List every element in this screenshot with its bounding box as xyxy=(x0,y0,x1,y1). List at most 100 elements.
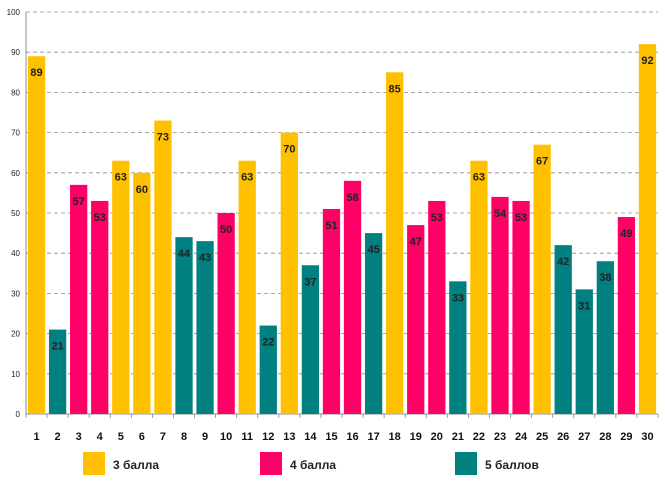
x-tick-label: 11 xyxy=(241,431,253,443)
x-tick-label: 27 xyxy=(578,431,590,443)
data-label: 33 xyxy=(452,292,464,304)
data-label: 57 xyxy=(73,196,85,208)
bar xyxy=(533,144,551,414)
y-tick-label: 70 xyxy=(11,129,20,138)
bar xyxy=(343,180,362,414)
y-tick-label: 60 xyxy=(11,169,20,178)
data-label: 85 xyxy=(389,83,401,95)
bar xyxy=(386,72,404,415)
bar xyxy=(259,325,277,414)
x-tick-label: 6 xyxy=(139,431,145,443)
bar xyxy=(554,245,572,414)
data-label: 21 xyxy=(51,341,63,353)
legend-swatch xyxy=(260,452,282,475)
y-tick-label: 50 xyxy=(11,209,20,218)
data-label: 47 xyxy=(410,236,422,248)
bar xyxy=(154,120,172,414)
data-label: 63 xyxy=(241,172,253,184)
bar xyxy=(175,237,193,414)
x-axis: 1 2 3 4 5 6 7 8 9 10 11 12 13 14 15 16 17 18 19 20 21 22 23 24 2… xyxy=(25,414,659,443)
bar xyxy=(301,265,320,414)
bar xyxy=(280,132,298,414)
data-label: 89 xyxy=(30,67,42,79)
data-label: 63 xyxy=(473,172,485,184)
bar xyxy=(575,289,593,414)
x-tick-label: 29 xyxy=(620,431,632,443)
data-label: 38 xyxy=(599,272,611,284)
x-tick-label: 24 xyxy=(515,431,528,443)
bar xyxy=(364,233,383,414)
data-label: 50 xyxy=(220,224,232,236)
y-tick-label: 30 xyxy=(11,289,20,298)
y-tick-label: 90 xyxy=(11,48,20,57)
x-tick-label: 26 xyxy=(557,431,569,443)
x-tick-label: 5 xyxy=(118,431,124,443)
x-tick-label: 12 xyxy=(262,431,274,443)
legend: 3 балла 4 балла 5 баллов xyxy=(83,452,539,475)
bar xyxy=(91,200,109,414)
x-tick-label: 13 xyxy=(283,431,295,443)
bar xyxy=(238,160,256,414)
x-tick-label: 14 xyxy=(304,431,317,443)
bar xyxy=(133,172,151,414)
x-tick-label: 4 xyxy=(97,431,104,443)
x-tick-label: 23 xyxy=(494,431,506,443)
data-label: 37 xyxy=(304,276,316,288)
bars xyxy=(27,44,657,415)
y-tick-label: 20 xyxy=(11,330,20,339)
y-tick-label: 100 xyxy=(7,8,21,17)
x-tick-label: 7 xyxy=(160,431,166,443)
x-tick-label: 10 xyxy=(220,431,232,443)
data-label: 22 xyxy=(262,337,274,349)
data-label: 58 xyxy=(346,192,358,204)
x-tick-label: 17 xyxy=(367,431,379,443)
data-label: 63 xyxy=(115,172,127,184)
data-label: 60 xyxy=(136,184,148,196)
bar xyxy=(449,281,467,414)
x-tick-label: 18 xyxy=(389,431,401,443)
data-label: 45 xyxy=(367,244,379,256)
x-tick-label: 21 xyxy=(452,431,464,443)
y-tick-label: 80 xyxy=(11,88,20,97)
x-tick-label: 16 xyxy=(346,431,358,443)
legend-swatch xyxy=(83,452,105,475)
data-label: 67 xyxy=(536,156,548,168)
data-label: 53 xyxy=(431,212,443,224)
x-tick-label: 8 xyxy=(181,431,187,443)
bar xyxy=(596,261,614,414)
x-tick-label: 1 xyxy=(33,431,39,443)
bar xyxy=(322,208,341,414)
bar xyxy=(217,213,235,414)
data-labels: 89 21 57 53 63 60 73 44 43 50 63 22 70 37 51 58 45 85 47 53… xyxy=(30,55,653,352)
y-tick-label: 10 xyxy=(11,370,20,379)
bar xyxy=(70,184,88,414)
data-label: 42 xyxy=(557,256,569,268)
bar xyxy=(638,44,657,414)
x-tick-label: 30 xyxy=(641,431,653,443)
data-label: 70 xyxy=(283,144,295,156)
legend-label: 3 балла xyxy=(113,458,159,472)
data-label: 31 xyxy=(578,300,590,312)
bar xyxy=(617,217,636,414)
data-label: 44 xyxy=(178,248,191,260)
bar xyxy=(48,329,67,414)
bar xyxy=(27,56,46,414)
y-tick-label: 0 xyxy=(16,410,21,419)
bar xyxy=(196,241,214,414)
data-label: 51 xyxy=(325,220,337,232)
data-label: 43 xyxy=(199,252,211,264)
x-tick-label: 15 xyxy=(325,431,337,443)
x-tick-label: 28 xyxy=(599,431,611,443)
legend-label: 4 балла xyxy=(290,458,336,472)
bar xyxy=(112,160,130,414)
data-label: 49 xyxy=(620,228,632,240)
legend-swatch xyxy=(455,452,477,475)
data-label: 53 xyxy=(515,212,527,224)
data-label: 92 xyxy=(641,55,653,67)
data-label: 54 xyxy=(494,208,507,220)
gridlines xyxy=(26,11,658,375)
bar xyxy=(512,200,530,414)
bar xyxy=(470,160,488,414)
bar xyxy=(407,225,425,414)
